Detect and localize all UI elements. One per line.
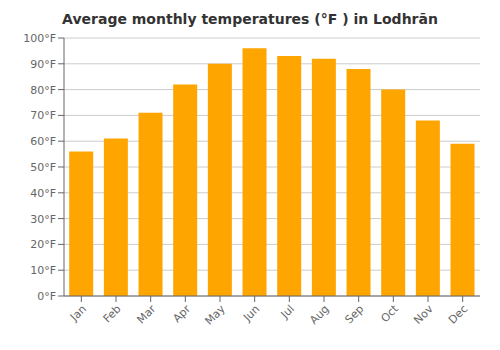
svg-text:30°F: 30°F xyxy=(30,213,56,226)
svg-text:Sep: Sep xyxy=(342,302,366,326)
svg-text:70°F: 70°F xyxy=(30,109,56,122)
svg-text:100°F: 100°F xyxy=(23,32,56,45)
svg-text:Dec: Dec xyxy=(446,302,470,326)
svg-text:Jun: Jun xyxy=(240,302,262,324)
svg-text:Aug: Aug xyxy=(307,302,331,326)
svg-text:60°F: 60°F xyxy=(30,135,56,148)
svg-text:0°F: 0°F xyxy=(37,290,56,303)
svg-text:90°F: 90°F xyxy=(30,58,56,71)
svg-text:Mar: Mar xyxy=(134,302,158,326)
svg-text:Feb: Feb xyxy=(101,302,124,325)
html-text:Average monthly temperatures (: Average monthly temperatures (°F ) in Lo… xyxy=(62,11,438,27)
svg-text:40°F: 40°F xyxy=(30,187,56,200)
svg-text:Apr: Apr xyxy=(170,302,193,325)
svg-text:20°F: 20°F xyxy=(30,238,56,251)
svg-text:10°F: 10°F xyxy=(30,264,56,277)
svg-text:80°F: 80°F xyxy=(30,84,56,97)
svg-text:50°F: 50°F xyxy=(30,161,56,174)
svg-text:Nov: Nov xyxy=(411,302,436,327)
svg-text:Jul: Jul xyxy=(278,302,297,321)
svg-text:May: May xyxy=(202,302,228,328)
svg-text:Jan: Jan xyxy=(67,302,89,324)
svg-text:Oct: Oct xyxy=(378,302,401,325)
